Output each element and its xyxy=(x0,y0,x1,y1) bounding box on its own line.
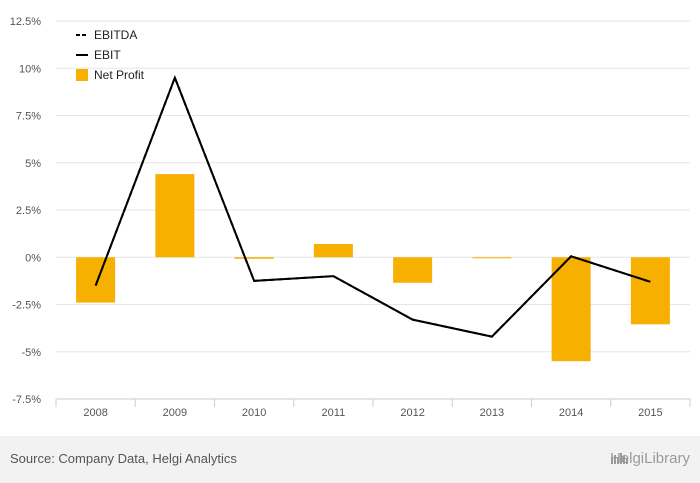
net-profit-bar xyxy=(76,257,116,303)
legend-label-ebit: EBIT xyxy=(94,48,121,62)
x-tick-label: 2011 xyxy=(322,407,346,419)
y-tick-label: 2.5% xyxy=(16,205,41,217)
y-tick-label: -5% xyxy=(21,347,41,359)
footer: Source: Company Data, Helgi Analytics He… xyxy=(0,436,700,483)
x-tick-label: 2009 xyxy=(163,407,187,419)
source-note: Source: Company Data, Helgi Analytics xyxy=(10,451,237,466)
legend-label-net-profit: Net Profit xyxy=(94,68,145,82)
net-profit-bar xyxy=(234,257,274,259)
x-tick-label: 2008 xyxy=(83,407,107,419)
y-tick-label: -7.5% xyxy=(12,394,41,406)
net-profit-bar xyxy=(472,257,512,259)
y-tick-label: 12.5% xyxy=(10,16,41,28)
y-tick-label: 5% xyxy=(25,158,41,170)
legend-swatch-net-profit xyxy=(76,69,88,81)
net-profit-bar xyxy=(551,257,591,362)
net-profit-bar xyxy=(313,244,353,258)
y-tick-label: 0% xyxy=(25,252,41,264)
chart-svg: 12.5% 10% 7.5% 5% 2.5% 0% -2.5% -5% -7.5% 2008 200… xyxy=(10,16,691,419)
x-tick-label: 2015 xyxy=(638,407,662,419)
x-tick-label: 2013 xyxy=(480,407,504,419)
ebit-line xyxy=(94,74,651,338)
legend-label-ebitda: EBITDA xyxy=(94,28,137,42)
net-profit-bar xyxy=(393,257,433,283)
x-tick-label: 2012 xyxy=(400,407,424,419)
y-tick-label: -2.5% xyxy=(12,300,41,312)
x-tick-label: 2014 xyxy=(559,407,583,419)
x-tick-label: 2010 xyxy=(242,407,266,419)
y-tick-label: 7.5% xyxy=(16,111,41,123)
brand-name: HelgiLibrary xyxy=(609,450,690,467)
brand[interactable]: HelgiLibrary xyxy=(610,450,690,467)
net-profit-bar xyxy=(630,257,670,325)
helgi-library-logo-icon xyxy=(610,453,628,464)
net-profit-bar xyxy=(155,174,195,258)
y-tick-label: 10% xyxy=(19,63,41,75)
